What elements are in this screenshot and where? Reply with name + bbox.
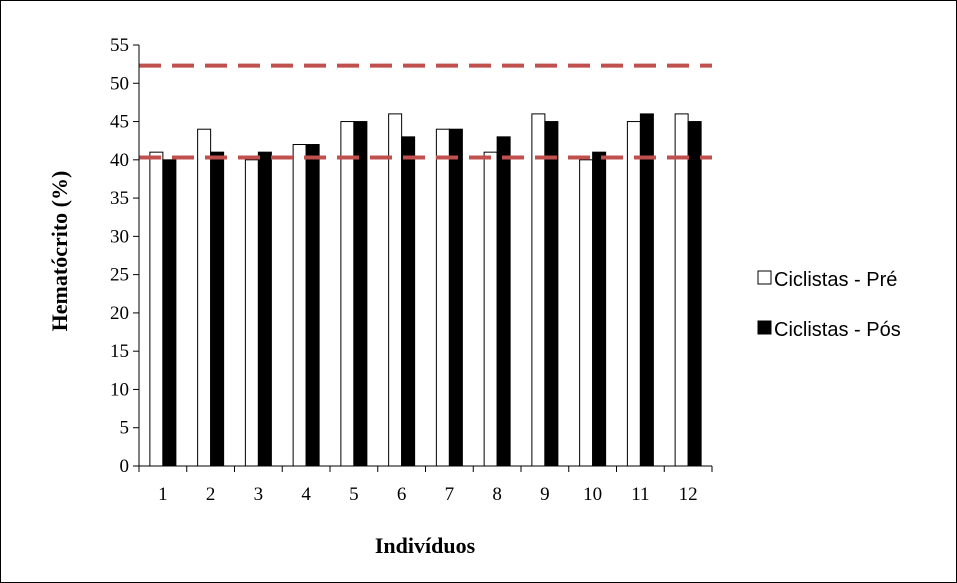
- bar-pre-9: [531, 113, 546, 467]
- bar-pos-8: [496, 136, 511, 467]
- bar-pre-4: [292, 144, 307, 467]
- bar-pre-2: [197, 128, 212, 467]
- y-tick-label-30: 30: [110, 226, 129, 247]
- y-tick-label-0: 0: [120, 456, 130, 477]
- x-tick-label-6: 6: [397, 484, 407, 505]
- x-tick-label-7: 7: [445, 484, 455, 505]
- bar-pre-1: [149, 151, 164, 467]
- x-tick-label-1: 1: [158, 484, 168, 505]
- y-tick-label-55: 55: [110, 35, 129, 56]
- y-axis-title: Hematócrito (%): [47, 171, 72, 332]
- bar-pos-3: [257, 151, 272, 467]
- legend-swatch-pre: [757, 270, 772, 285]
- bar-pre-3: [244, 159, 259, 467]
- bar-pos-5: [353, 121, 368, 467]
- bar-pre-11: [626, 121, 641, 467]
- reference-lines: [139, 63, 712, 160]
- legend-label-pre: Ciclistas - Pré: [774, 269, 897, 291]
- y-tick-label-5: 5: [120, 418, 130, 439]
- x-tick-label-12: 12: [679, 484, 698, 505]
- x-tick-label-2: 2: [206, 484, 216, 505]
- y-tick-label-50: 50: [110, 73, 129, 94]
- x-tick-label-10: 10: [583, 484, 602, 505]
- x-tick-label-4: 4: [301, 484, 311, 505]
- legend-label-pos: Ciclistas - Pós: [774, 319, 901, 341]
- plot-area: [149, 113, 702, 467]
- bar-pre-7: [435, 128, 450, 467]
- y-tick-label-15: 15: [110, 341, 129, 362]
- x-tick-label-5: 5: [349, 484, 359, 505]
- bar-pos-6: [401, 136, 416, 467]
- bar-pos-9: [544, 121, 559, 467]
- x-tick-label-8: 8: [492, 484, 502, 505]
- bar-pos-1: [162, 159, 177, 467]
- y-tick-label-35: 35: [110, 188, 129, 209]
- bar-pos-12: [687, 121, 702, 467]
- bar-pos-7: [448, 128, 463, 467]
- bar-pre-8: [483, 151, 498, 467]
- y-tick-label-45: 45: [110, 112, 129, 133]
- bar-pre-10: [579, 159, 594, 467]
- x-tick-label-9: 9: [540, 484, 550, 505]
- legend: Ciclistas - Pré Ciclistas - Pós: [757, 269, 901, 341]
- y-tick-label-40: 40: [110, 150, 129, 171]
- x-axis-title: Indivíduos: [375, 533, 476, 558]
- bar-pos-4: [305, 144, 320, 467]
- bar-pos-2: [210, 151, 225, 467]
- x-tick-label-3: 3: [254, 484, 264, 505]
- y-tick-label-25: 25: [110, 265, 129, 286]
- x-tick-label-11: 11: [631, 484, 649, 505]
- bar-pos-10: [592, 151, 607, 467]
- bar-pre-12: [674, 113, 689, 467]
- bar-pre-6: [388, 113, 403, 467]
- y-tick-label-20: 20: [110, 303, 129, 324]
- y-tick-label-10: 10: [110, 379, 129, 400]
- bar-pos-11: [639, 113, 654, 467]
- bar-pre-5: [340, 121, 355, 467]
- legend-swatch-pos: [757, 320, 772, 335]
